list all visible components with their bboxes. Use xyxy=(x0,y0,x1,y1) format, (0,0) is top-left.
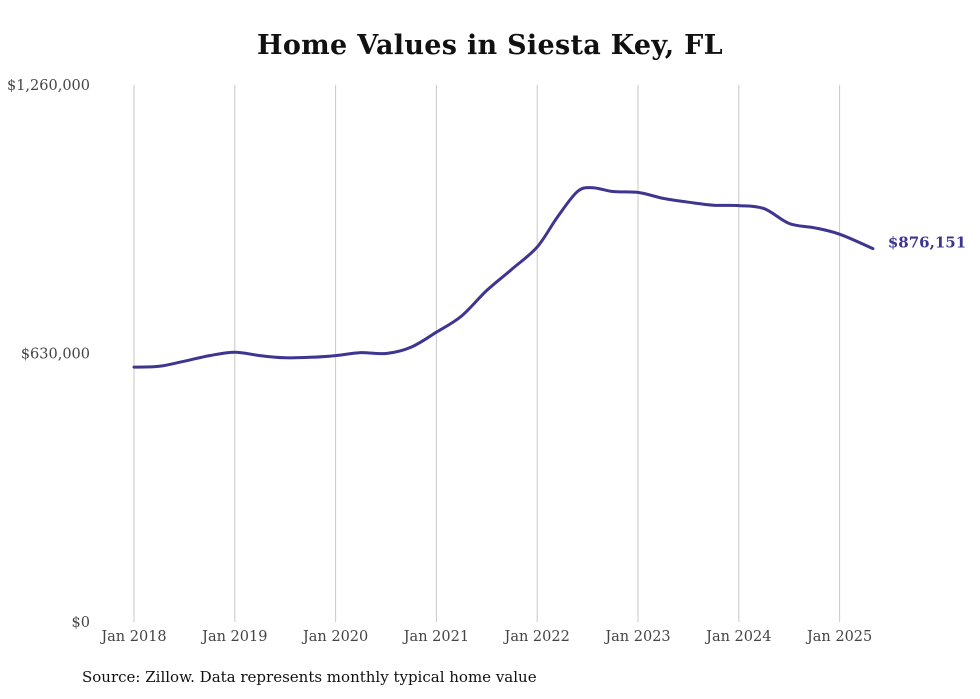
y-tick-label: $630,000 xyxy=(21,347,90,363)
x-tick-label: Jan 2021 xyxy=(402,629,469,645)
x-tick-label: Jan 2023 xyxy=(603,629,670,645)
x-tick-label: Jan 2025 xyxy=(805,629,872,645)
x-tick-label: Jan 2020 xyxy=(301,629,368,645)
x-tick-label: Jan 2019 xyxy=(200,629,267,645)
y-tick-label: $1,260,000 xyxy=(7,78,90,94)
x-tick-label: Jan 2024 xyxy=(704,629,771,645)
home-value-series-line xyxy=(132,186,875,369)
end-value-label: $876,151 xyxy=(888,234,966,252)
x-tick-label: Jan 2022 xyxy=(503,629,570,645)
x-tick-label: Jan 2018 xyxy=(99,629,166,645)
y-tick-label: $0 xyxy=(72,615,90,631)
home-values-line-chart: Jan 2018 Jan 2019 Jan 2020 Jan 2021 Jan 2022… xyxy=(7,78,966,645)
source-note: Source: Zillow. Data represents monthly … xyxy=(82,668,537,686)
chart-title: Home Values in Siesta Key, FL xyxy=(257,30,723,61)
